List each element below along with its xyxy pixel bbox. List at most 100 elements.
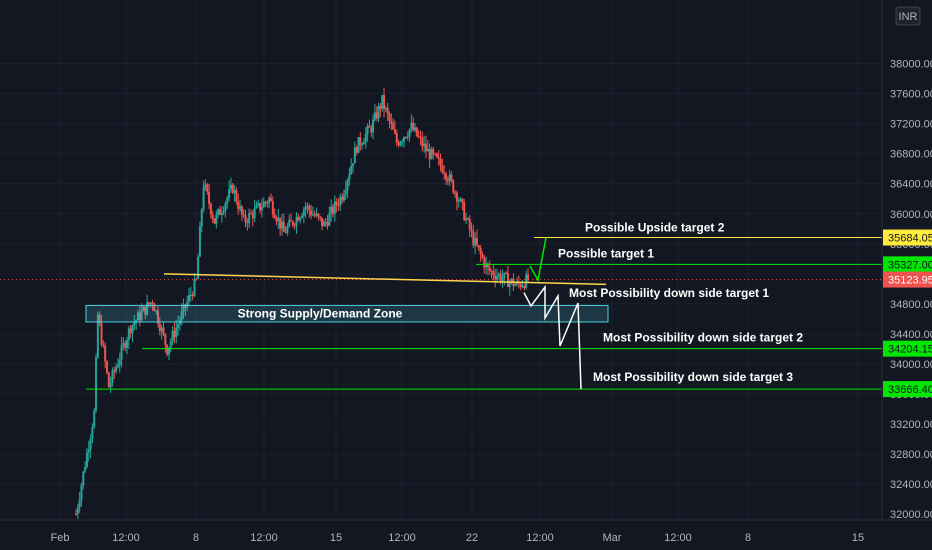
candle: [472, 224, 475, 248]
candle: [326, 215, 329, 230]
candle-body: [136, 312, 139, 321]
drawings-layer: [0, 237, 882, 390]
candle-body: [390, 120, 393, 124]
candle-body: [331, 206, 334, 214]
candle: [337, 198, 340, 211]
candle-body: [133, 322, 136, 326]
candle-body: [164, 333, 167, 345]
candle-body: [501, 278, 504, 282]
candle: [244, 210, 247, 228]
candle: [91, 423, 94, 444]
candle-body: [317, 213, 320, 217]
candle: [202, 180, 205, 213]
candle: [313, 210, 316, 218]
candle-body: [175, 327, 178, 338]
candle: [415, 126, 418, 138]
candle: [122, 337, 125, 351]
candle: [158, 316, 161, 336]
candle-body: [452, 180, 455, 193]
candle-body: [193, 278, 196, 296]
time-axis[interactable]: Feb 12:00 8 12:00 15 12:00 22 12:00 Mar 12:00 8 15: [0, 519, 932, 544]
price-level-tag-label: 35684.05: [888, 233, 932, 245]
candle: [466, 216, 469, 221]
supply-demand-zone[interactable]: [85, 304, 609, 323]
time-tick-label: 12:00: [526, 532, 554, 544]
candle: [333, 195, 336, 222]
candle: [410, 114, 413, 133]
candle: [175, 319, 178, 344]
candle: [138, 305, 141, 327]
candle: [109, 376, 112, 394]
candle: [257, 200, 260, 208]
candle: [155, 309, 158, 315]
candle-body: [116, 365, 119, 368]
candle-body: [118, 359, 121, 366]
candle: [501, 269, 504, 288]
candle: [342, 189, 345, 203]
candle: [169, 337, 172, 353]
candle-body: [246, 221, 249, 224]
price-tick-label: 38000.00: [890, 59, 932, 71]
candle-body: [302, 209, 305, 216]
candle-body: [496, 276, 499, 280]
price-axis[interactable]: 32000.0032400.0032800.0033200.0033600.00…: [881, 0, 932, 550]
candle-body: [399, 142, 402, 146]
time-tick-label: 12:00: [112, 532, 140, 544]
candle-body: [259, 203, 262, 211]
candle-body: [120, 345, 123, 360]
candle: [153, 302, 156, 312]
candle: [229, 177, 232, 193]
candle: [275, 215, 278, 226]
candle-body: [188, 294, 190, 302]
candle: [310, 204, 313, 220]
candle-body: [483, 257, 486, 268]
price-level-tag-label: 34204.15: [888, 344, 932, 356]
candle-body: [415, 127, 418, 137]
candle: [288, 214, 291, 228]
candle: [341, 192, 344, 204]
candle: [404, 136, 407, 139]
candle-body: [257, 203, 260, 206]
candle-body: [412, 122, 415, 131]
candle: [266, 200, 269, 208]
candle: [231, 182, 234, 195]
candle: [142, 305, 145, 312]
candle: [479, 244, 482, 262]
candle-body: [166, 344, 169, 355]
candle-body: [266, 202, 269, 204]
price-tick-label: 34800.00: [890, 299, 932, 311]
candle: [434, 152, 437, 156]
candle-body: [424, 143, 427, 152]
candle: [439, 153, 442, 172]
candle: [157, 306, 160, 328]
candle-body: [321, 217, 324, 227]
candle-body: [428, 149, 431, 160]
candle-body: [479, 247, 482, 255]
candle-body: [401, 141, 404, 143]
candle-body: [506, 273, 509, 288]
candle-body: [255, 205, 258, 209]
candle-body: [421, 137, 424, 147]
candle-body: [220, 212, 223, 215]
candle-body: [111, 370, 114, 383]
candle: [98, 311, 101, 327]
price-level-tag: 33666.40: [883, 381, 932, 398]
candle-body: [432, 149, 435, 154]
candle-body: [104, 345, 107, 362]
currency-badge[interactable]: INR: [895, 6, 921, 26]
candle-body: [441, 165, 444, 173]
candle-body: [372, 119, 375, 133]
candle-body: [468, 218, 471, 230]
candle: [124, 340, 127, 352]
candle: [259, 202, 262, 214]
candle-body: [273, 213, 276, 219]
candle-body: [461, 198, 464, 203]
candle: [397, 139, 400, 148]
candle: [441, 158, 444, 174]
candle: [260, 198, 263, 218]
candle: [171, 326, 174, 346]
candle-body: [102, 344, 105, 346]
candle: [357, 136, 360, 153]
candle-body: [417, 136, 420, 138]
